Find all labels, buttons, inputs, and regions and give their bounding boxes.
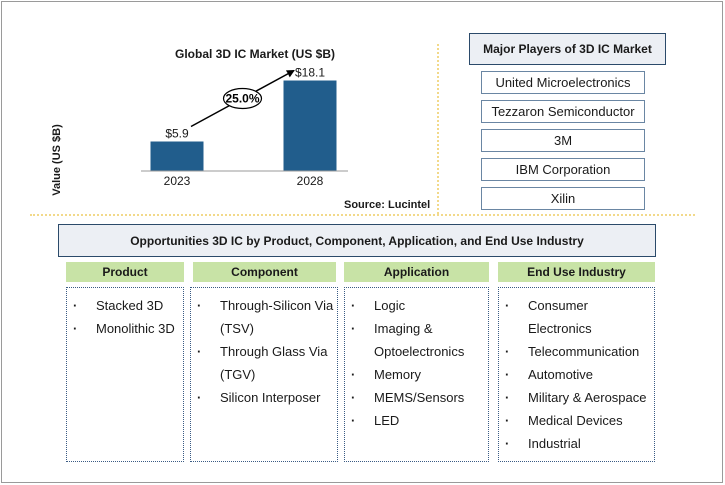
- growth-ellipse: [222, 87, 263, 110]
- list-item: Silicon Interposer: [197, 386, 337, 409]
- horizontal-divider: [30, 214, 695, 216]
- category-label-2028: 2028: [297, 174, 324, 188]
- application-list: Logic Imaging & Optoelectronics Memory M…: [344, 287, 489, 462]
- list-item: MEMS/Sensors: [351, 386, 488, 409]
- list-item: Industrial: [505, 432, 654, 455]
- end-use-industry-list: Consumer Electronics Telecommunication A…: [498, 287, 655, 462]
- bar-2028: [283, 80, 337, 171]
- bar-2023: [150, 141, 204, 171]
- column-heading-product: Product: [66, 262, 184, 282]
- component-list: Through-Silicon Via (TSV) Through Glass …: [190, 287, 338, 462]
- list-item: Automotive: [505, 363, 654, 386]
- bar-chart: $5.9 2023 $18.1 2028 25.0%: [141, 66, 348, 188]
- chart-title: Global 3D IC Market (US $B): [174, 47, 336, 61]
- column-heading-application: Application: [344, 262, 489, 282]
- list-item: Memory: [351, 363, 488, 386]
- player-item: IBM Corporation: [481, 158, 645, 181]
- data-label-2028: $18.1: [295, 66, 325, 80]
- opportunities-heading: Opportunities 3D IC by Product, Componen…: [58, 224, 656, 257]
- list-item: Consumer Electronics: [505, 294, 654, 340]
- list-item: Telecommunication: [505, 340, 654, 363]
- data-label-2023: $5.9: [165, 127, 189, 141]
- list-item: Stacked 3D: [73, 294, 183, 317]
- list-item: Through Glass Via (TGV): [197, 340, 337, 386]
- product-list: Stacked 3D Monolithic 3D: [66, 287, 184, 462]
- category-label-2023: 2023: [164, 174, 191, 188]
- list-item: Through-Silicon Via (TSV): [197, 294, 337, 340]
- player-item: 3M: [481, 129, 645, 152]
- list-item: Monolithic 3D: [73, 317, 183, 340]
- player-item: Xilin: [481, 187, 645, 210]
- list-item: Imaging & Optoelectronics: [351, 317, 488, 363]
- vertical-divider: [437, 44, 439, 214]
- list-item: Logic: [351, 294, 488, 317]
- chart-source: Source: Lucintel: [344, 199, 431, 211]
- column-heading-end-use-industry: End Use Industry: [498, 262, 655, 282]
- players-heading: Major Players of 3D IC Market: [469, 33, 666, 65]
- column-heading-component: Component: [193, 262, 336, 282]
- player-item: Tezzaron Semiconductor: [481, 100, 645, 123]
- player-item: United Microelectronics: [481, 71, 645, 94]
- list-item: LED: [351, 409, 488, 432]
- list-item: Military & Aerospace: [505, 386, 654, 409]
- list-item: Medical Devices: [505, 409, 654, 432]
- growth-label: 25.0%: [225, 92, 259, 106]
